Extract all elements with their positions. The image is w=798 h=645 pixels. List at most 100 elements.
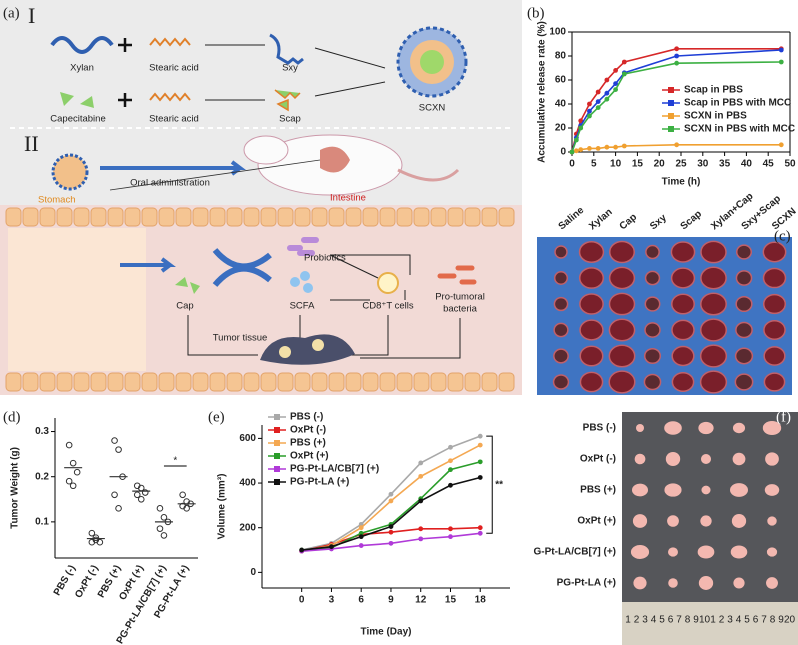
tumor-photo bbox=[699, 370, 728, 394]
cell bbox=[124, 372, 141, 392]
data-point bbox=[674, 46, 680, 52]
cell bbox=[294, 372, 311, 392]
cell bbox=[481, 372, 498, 392]
label: Stomach bbox=[38, 195, 76, 206]
data-point bbox=[156, 525, 164, 532]
ruler-label: 9 bbox=[693, 615, 699, 626]
cell bbox=[56, 372, 73, 392]
label: CD8⁺T cells bbox=[362, 301, 414, 312]
tumor-photo bbox=[670, 267, 696, 289]
tumor-photo bbox=[700, 454, 712, 464]
arrow bbox=[100, 160, 246, 176]
section-label: I bbox=[28, 3, 35, 28]
x-tick-label: 9 bbox=[388, 595, 394, 606]
data-point bbox=[388, 524, 394, 529]
tumor-photo bbox=[700, 515, 712, 527]
ruler-label: 6 bbox=[753, 615, 759, 626]
pointer bbox=[109, 159, 321, 191]
cell bbox=[345, 372, 362, 392]
cell bbox=[396, 372, 413, 392]
tumor-photo bbox=[735, 321, 753, 339]
ruler-label: 7 bbox=[761, 615, 767, 626]
tumor-photo bbox=[735, 270, 753, 286]
data-point bbox=[448, 482, 453, 488]
tumor-photo bbox=[644, 322, 661, 338]
mouse-head bbox=[243, 135, 289, 165]
cell bbox=[141, 372, 158, 392]
annotation: ** bbox=[495, 479, 503, 490]
sxy-icon bbox=[269, 33, 304, 65]
tumor-photo bbox=[643, 347, 662, 365]
arrow bbox=[120, 257, 176, 273]
cell bbox=[243, 207, 260, 227]
ruler-label: 20 bbox=[784, 615, 796, 626]
tumor-photo bbox=[608, 370, 636, 394]
legend-label: Scap in PBS bbox=[684, 85, 743, 96]
data-point bbox=[115, 505, 122, 512]
x-tick-label: 35 bbox=[719, 159, 731, 170]
x-tick-label: 0 bbox=[569, 159, 575, 170]
tumor-photo bbox=[578, 267, 605, 289]
data-point bbox=[418, 460, 424, 466]
tumor-photo bbox=[700, 292, 727, 316]
tumor-photo bbox=[645, 244, 660, 260]
data-point bbox=[160, 532, 168, 539]
data-point bbox=[674, 60, 680, 66]
legend-label: PBS (-) bbox=[290, 412, 323, 423]
row-label: PBS (-) bbox=[583, 423, 616, 434]
tumor-photo bbox=[762, 267, 787, 289]
cell bbox=[5, 207, 22, 227]
x-tick-label: 3 bbox=[329, 595, 335, 606]
label: Stearic acid bbox=[149, 63, 199, 74]
data-point bbox=[595, 89, 601, 95]
data-point bbox=[578, 125, 584, 131]
x-tick-label: 30 bbox=[697, 159, 709, 170]
data-point bbox=[613, 87, 618, 92]
tumor-photo bbox=[668, 547, 678, 557]
tumor-photo bbox=[730, 483, 748, 497]
data-point bbox=[358, 530, 364, 536]
data-point bbox=[179, 491, 186, 499]
series-line bbox=[571, 61, 782, 153]
tumor-photo bbox=[734, 347, 754, 365]
y-tick-label: 60 bbox=[555, 75, 567, 86]
mouse-tail bbox=[397, 168, 460, 182]
cell bbox=[192, 207, 209, 227]
tumor-photo bbox=[730, 545, 748, 559]
cell bbox=[243, 372, 260, 392]
tumor-photo bbox=[766, 547, 778, 557]
tumor-photo bbox=[579, 345, 604, 367]
data-point bbox=[329, 544, 334, 550]
tumor-photo bbox=[767, 516, 777, 526]
tumor-photo bbox=[732, 452, 746, 466]
label: Intestine bbox=[330, 193, 366, 204]
tumor-photo bbox=[553, 322, 569, 338]
cells-top bbox=[5, 207, 515, 227]
y-tick-label: 0 bbox=[250, 567, 256, 578]
row-label: G-Pt-LA/CB[7] (+) bbox=[534, 547, 617, 558]
data-point bbox=[160, 514, 168, 521]
data-point bbox=[778, 142, 784, 148]
tumor-photo bbox=[630, 545, 650, 559]
x-tick-label: 40 bbox=[741, 159, 753, 170]
cell bbox=[362, 372, 379, 392]
cell bbox=[481, 207, 498, 227]
data-point bbox=[183, 505, 190, 512]
inhibition-lines bbox=[187, 315, 461, 359]
data-point bbox=[418, 498, 424, 504]
tumor-photo bbox=[636, 424, 644, 432]
cell bbox=[311, 372, 328, 392]
data-point bbox=[595, 146, 601, 151]
scfa bbox=[300, 271, 310, 281]
data-point bbox=[92, 536, 100, 544]
photo-f: PBS (-) OxPt (-) PBS (+) OxPt (+) G-Pt-LA/CB… bbox=[534, 412, 798, 645]
tumor-photo bbox=[700, 266, 727, 290]
cell bbox=[141, 207, 158, 227]
legend-label: OxPt (+) bbox=[290, 451, 329, 462]
data-point bbox=[88, 529, 96, 537]
data-point bbox=[604, 96, 610, 102]
tumor-photo bbox=[579, 319, 604, 341]
cell bbox=[39, 207, 56, 227]
series-line bbox=[571, 49, 782, 153]
intestine-organ bbox=[320, 146, 350, 173]
